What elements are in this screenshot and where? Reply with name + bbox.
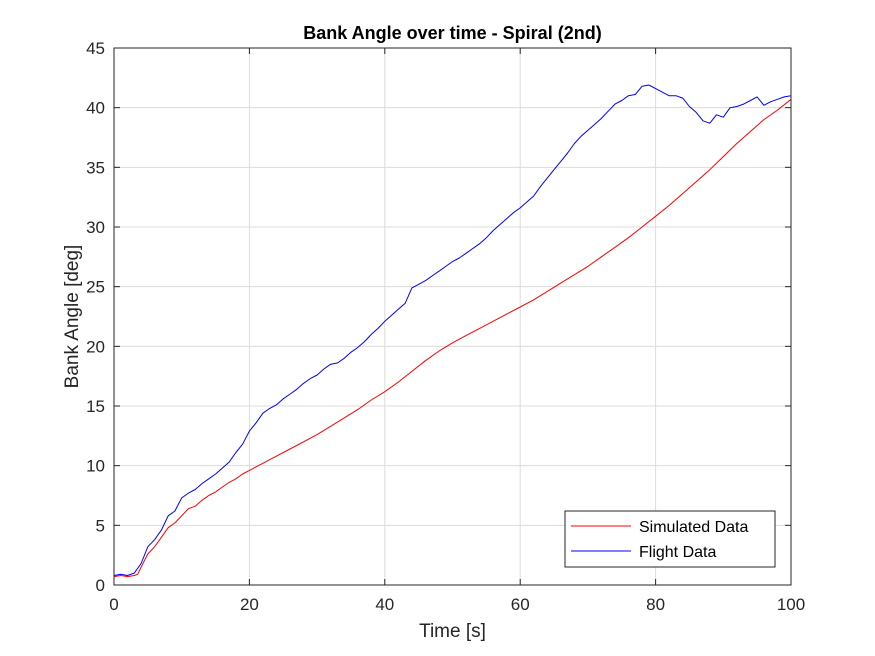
chart-title: Bank Angle over time - Spiral (2nd) [303,23,601,43]
grid [113,47,792,586]
y-tick-label: 0 [96,576,105,595]
plot-frame [113,47,792,586]
y-axis-label: Bank Angle [deg] [62,245,83,389]
plot-area [114,48,791,585]
flight-data-line [113,84,792,576]
y-tick-label: 25 [86,278,105,297]
simulated-data-line [113,98,792,578]
y-tick-label: 35 [86,158,105,177]
x-tick-label: 60 [511,595,530,614]
legend-box [564,510,776,568]
y-tick-label: 15 [86,397,105,416]
y-tick-label: 20 [86,337,105,356]
x-tick-label: 0 [109,595,118,614]
x-tick-label: 100 [777,595,805,614]
legend: Simulated Data Flight Data [564,510,776,568]
x-tick-label: 80 [646,595,665,614]
y-tick-label: 5 [96,516,105,535]
y-tick-label: 45 [86,39,105,58]
y-tick-label: 40 [86,99,105,118]
series-lines [113,84,792,578]
y-tick-label: 10 [86,457,105,476]
y-tick-label: 30 [86,218,105,237]
x-tick-label: 20 [240,595,259,614]
x-tick-label: 40 [375,595,394,614]
x-axis-label: Time [s] [419,621,486,642]
legend-label-simulated: Simulated Data [639,519,748,536]
axis-ticks: 0 20 40 60 80 100 0 5 10 15 20 25 30 35 40 45 [86,39,805,614]
legend-label-flight: Flight Data [639,544,716,561]
